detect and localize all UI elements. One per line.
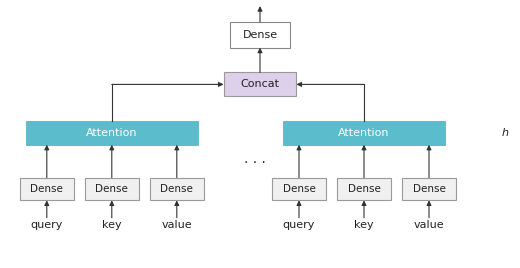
Text: Dense: Dense [282,184,316,194]
Text: Dense: Dense [242,30,278,40]
Text: Dense: Dense [347,184,381,194]
Text: value: value [162,220,192,230]
Text: Dense: Dense [412,184,446,194]
FancyBboxPatch shape [271,177,327,200]
Text: · · ·: · · · [244,157,266,170]
Text: Attention: Attention [338,128,390,138]
Text: Dense: Dense [30,184,63,194]
FancyBboxPatch shape [337,177,391,200]
Text: query: query [283,220,315,230]
FancyBboxPatch shape [20,177,74,200]
Text: key: key [354,220,374,230]
Text: query: query [31,220,63,230]
FancyBboxPatch shape [150,177,204,200]
Text: Attention: Attention [86,128,138,138]
FancyBboxPatch shape [84,177,139,200]
FancyBboxPatch shape [26,121,198,145]
Text: Dense: Dense [160,184,193,194]
Text: Dense: Dense [95,184,128,194]
FancyBboxPatch shape [283,121,445,145]
FancyBboxPatch shape [224,72,296,96]
FancyBboxPatch shape [230,22,290,48]
Text: value: value [414,220,444,230]
FancyBboxPatch shape [402,177,457,200]
Text: key: key [102,220,122,230]
Text: h: h [502,128,509,138]
Text: Concat: Concat [240,79,280,90]
